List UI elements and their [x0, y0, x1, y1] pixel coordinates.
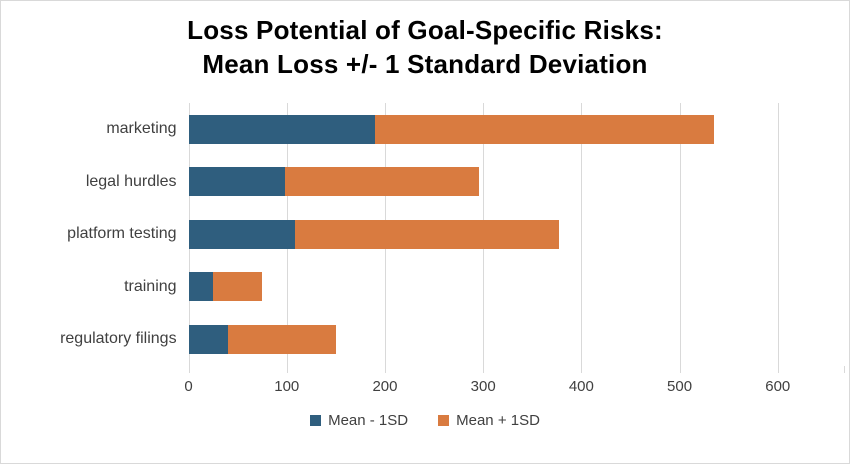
legend-label: Mean + 1SD [456, 411, 540, 429]
legend-swatch [310, 414, 322, 426]
chart-body: marketing legal hurdles platform testing tr… [1, 103, 849, 396]
category-label-marketing: marketing [106, 120, 177, 138]
category-label-regulatory-filings: regulatory filings [60, 330, 177, 348]
tick-0 [188, 365, 190, 373]
gridline-400 [581, 103, 583, 366]
stacked-bar [188, 114, 714, 144]
gridline-500 [679, 103, 681, 366]
bar-segment-mean-+-1sd [294, 219, 559, 249]
stacked-bar [188, 167, 480, 197]
x-tick-label-500: 500 [667, 377, 693, 395]
x-tick-label-300: 300 [470, 377, 496, 395]
bar-segment-mean-+-1sd [284, 167, 480, 197]
bar-row-legal-hurdles [188, 156, 844, 209]
plot-area [188, 103, 845, 373]
bar-segment-mean---1sd [188, 324, 228, 354]
chart-title-line1: Loss Potential of Goal-Specific Risks: [187, 15, 663, 45]
bar-segment-mean---1sd [188, 114, 376, 144]
chart-title: Loss Potential of Goal-Specific Risks: M… [1, 1, 849, 81]
category-label-training: training [124, 277, 177, 295]
bar-segment-mean-+-1sd [227, 324, 336, 354]
legend-item-mean-+-1sd: Mean + 1SD [438, 412, 540, 429]
chart-title-line2: Mean Loss +/- 1 Standard Deviation [202, 49, 648, 79]
stacked-bar [188, 324, 336, 354]
category-label-platform-testing: platform testing [67, 225, 177, 243]
legend-item-mean---1sd: Mean - 1SD [310, 412, 408, 429]
value-axis: 0 100 200 300 400 500 600 [184, 366, 844, 396]
legend-swatch [438, 414, 450, 426]
tick-300 [483, 365, 485, 373]
x-tick-label-100: 100 [274, 377, 300, 395]
gridline-600 [777, 103, 779, 366]
bar-segment-mean---1sd [188, 219, 295, 249]
x-tick-label-0: 0 [184, 377, 193, 395]
tick-200 [384, 365, 386, 373]
tick-100 [286, 365, 288, 373]
bar-row-platform-testing [188, 208, 844, 261]
legend-label: Mean - 1SD [328, 411, 409, 429]
bar-segment-mean-+-1sd [213, 272, 263, 302]
bar-segment-mean---1sd [188, 272, 214, 302]
stacked-bar [188, 272, 263, 302]
x-tick-label-400: 400 [568, 377, 594, 395]
bar-segment-mean-+-1sd [375, 114, 714, 144]
tick-600 [777, 365, 779, 373]
category-label-legal-hurdles: legal hurdles [85, 172, 177, 190]
stacked-bar [188, 219, 559, 249]
x-tick-label-200: 200 [372, 377, 398, 395]
legend: Mean - 1SD Mean + 1SD [1, 412, 849, 429]
tick-axis-end [843, 365, 845, 373]
tick-400 [581, 365, 583, 373]
x-tick-label-600: 600 [765, 377, 791, 395]
bar-row-training [188, 261, 844, 314]
bar-row-regulatory-filings [188, 313, 844, 366]
category-axis: marketing legal hurdles platform testing tr… [1, 103, 189, 396]
bar-segment-mean---1sd [188, 167, 285, 197]
tick-500 [679, 365, 681, 373]
bar-row-marketing [188, 103, 844, 156]
plot-column: 0 100 200 300 400 500 600 [184, 103, 849, 396]
